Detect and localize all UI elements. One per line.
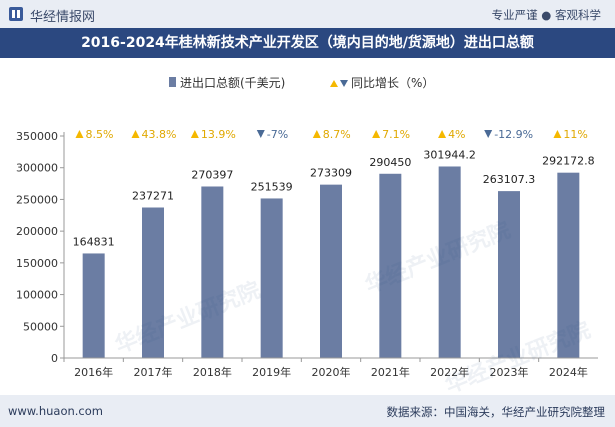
x-tick-label: 2017年: [134, 365, 173, 379]
growth-label: 11%: [563, 128, 587, 141]
growth-up-triangle-icon: [553, 130, 562, 138]
data-source: 数据来源：中国海关，华经产业研究院整理: [386, 405, 606, 419]
growth-down-triangle-icon: [484, 130, 493, 138]
y-tick-label: 250000: [16, 193, 58, 206]
chart-title: 2016-2024年桂林新技术产业开发区（境内目的地/货源地）进出口总额: [81, 35, 534, 51]
x-tick-label: 2022年: [430, 365, 469, 379]
bar-value-label: 270397: [191, 168, 233, 181]
y-tick-label: 50000: [23, 320, 58, 333]
site-url: www.huaon.com: [8, 404, 103, 418]
growth-label: 13.9%: [201, 128, 236, 141]
y-tick-label: 0: [51, 352, 58, 365]
title-bar: 2016-2024年桂林新技术产业开发区（境内目的地/货源地）进出口总额: [0, 28, 615, 58]
header-bar: 华经情报网 专业严谨 ● 客观科学: [0, 0, 615, 28]
bar: [498, 191, 520, 358]
bar: [142, 207, 164, 358]
x-tick-label: 2023年: [490, 365, 529, 379]
legend-up-triangle-icon: [330, 80, 338, 87]
growth-labels: 8.5% 43.8% 13.9% -7% 8.7% 7.1% 4% -12.9% 11%: [75, 128, 588, 141]
growth-label: 8.5%: [85, 128, 113, 141]
bar-value-label: 237271: [132, 190, 174, 203]
bar: [438, 166, 461, 358]
x-tick-label: 2016年: [74, 365, 113, 379]
legend-swatch-bars: [169, 77, 176, 87]
legend: 进出口总额(千美元) 同比增长（%）: [169, 76, 434, 90]
x-tick-label: 2018年: [193, 365, 232, 379]
x-tick-label: 2019年: [252, 365, 291, 379]
bars: [82, 166, 580, 358]
growth-label: -12.9%: [494, 128, 533, 141]
bar: [201, 186, 224, 358]
bar-value-label: 251539: [251, 180, 293, 193]
legend-label-bars: 进出口总额(千美元): [180, 76, 285, 90]
y-axis: 0 50000 100000 150000 200000 250000 300000 3500…: [16, 130, 65, 365]
tagline: 专业严谨 ● 客观科学: [491, 8, 601, 22]
bar-value-label: 263107.3: [483, 173, 536, 186]
bar-value-label: 301944.2: [423, 148, 476, 161]
growth-label: 7.1%: [382, 128, 410, 141]
growth-up-triangle-icon: [190, 130, 199, 138]
y-tick-label: 200000: [16, 225, 58, 238]
bar-value-label: 164831: [73, 235, 115, 248]
growth-label: 8.7%: [323, 128, 351, 141]
y-tick-label: 350000: [16, 130, 58, 143]
bar: [320, 184, 342, 358]
growth-up-triangle-icon: [312, 130, 321, 138]
bar-value-label: 273309: [310, 167, 352, 180]
growth-up-triangle-icon: [131, 130, 140, 138]
y-tick-label: 150000: [16, 257, 58, 270]
legend-label-growth: 同比增长（%）: [351, 76, 434, 90]
brand-name: 华经情报网: [30, 10, 96, 25]
chart: 进出口总额(千美元) 同比增长（%） 0 50000 100000 150000 200…: [16, 76, 598, 379]
bar: [379, 173, 402, 358]
y-tick-label: 100000: [16, 289, 58, 302]
growth-label: -7%: [267, 128, 288, 141]
x-axis: 2016年 2017年 2018年 2019年 2020年 2021年 2022年 2023年…: [63, 357, 598, 379]
bar-value-label: 292172.8: [542, 155, 595, 168]
growth-up-triangle-icon: [372, 130, 381, 138]
bar: [557, 172, 580, 358]
growth-down-triangle-icon: [256, 130, 265, 138]
growth-up-triangle-icon: [438, 130, 447, 138]
bar: [260, 198, 283, 358]
bar-value-labels: 164831 237271 270397 251539 273309 290450 3019…: [73, 148, 595, 248]
x-tick-label: 2024年: [549, 365, 588, 379]
growth-up-triangle-icon: [75, 130, 84, 138]
brand-logo-icon: [9, 7, 23, 21]
legend-down-triangle-icon: [340, 80, 348, 87]
y-tick-label: 300000: [16, 162, 58, 175]
bar: [82, 253, 105, 358]
footer-bar: www.huaon.com 数据来源：中国海关，华经产业研究院整理: [0, 395, 615, 427]
x-tick-label: 2020年: [312, 365, 351, 379]
x-tick-label: 2021年: [371, 365, 410, 379]
growth-label: 4%: [448, 128, 465, 141]
growth-label: 43.8%: [142, 128, 177, 141]
bar-value-label: 290450: [369, 156, 411, 169]
